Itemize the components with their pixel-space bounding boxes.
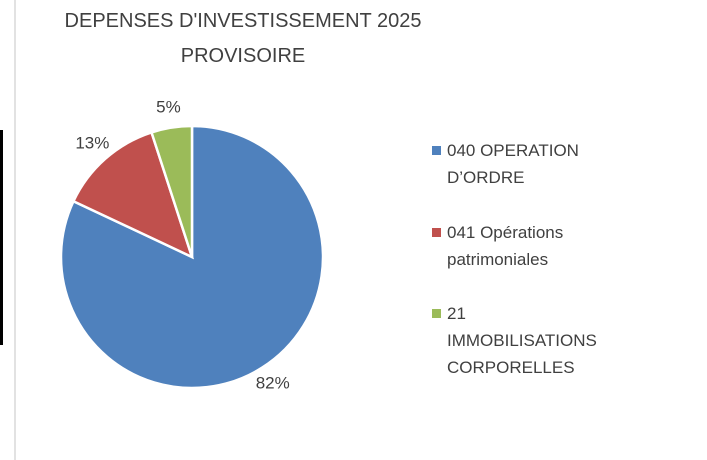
pie-slice [149, 124, 194, 258]
frame-edge [0, 130, 3, 345]
legend-item: 040 OPERATION D’ORDRE [432, 137, 607, 191]
data-label: 13% [75, 133, 109, 152]
data-label: 5% [156, 98, 181, 117]
legend-swatch [432, 228, 441, 237]
chart-title: DEPENSES D'INVESTISSEMENT 2025 PROVISOIR… [64, 10, 422, 67]
legend-swatch [432, 146, 441, 155]
legend-item: 041 Opérations patrimoniales [432, 219, 607, 273]
legend-label: 041 Opérations patrimoniales [447, 223, 564, 269]
pie-slice [59, 124, 325, 390]
legend-item: 21 IMMOBILISATIONS CORPORELLES [432, 300, 607, 381]
legend-label: 21 IMMOBILISATIONS CORPORELLES [447, 304, 597, 377]
legend-label: 040 OPERATION D’ORDRE [447, 141, 579, 187]
legend-swatch [432, 309, 441, 318]
pie-slice [71, 130, 195, 260]
data-label: 82% [256, 374, 290, 393]
